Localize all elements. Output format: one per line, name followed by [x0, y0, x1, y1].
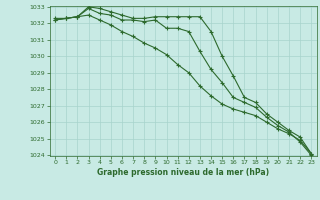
X-axis label: Graphe pression niveau de la mer (hPa): Graphe pression niveau de la mer (hPa): [97, 168, 269, 177]
